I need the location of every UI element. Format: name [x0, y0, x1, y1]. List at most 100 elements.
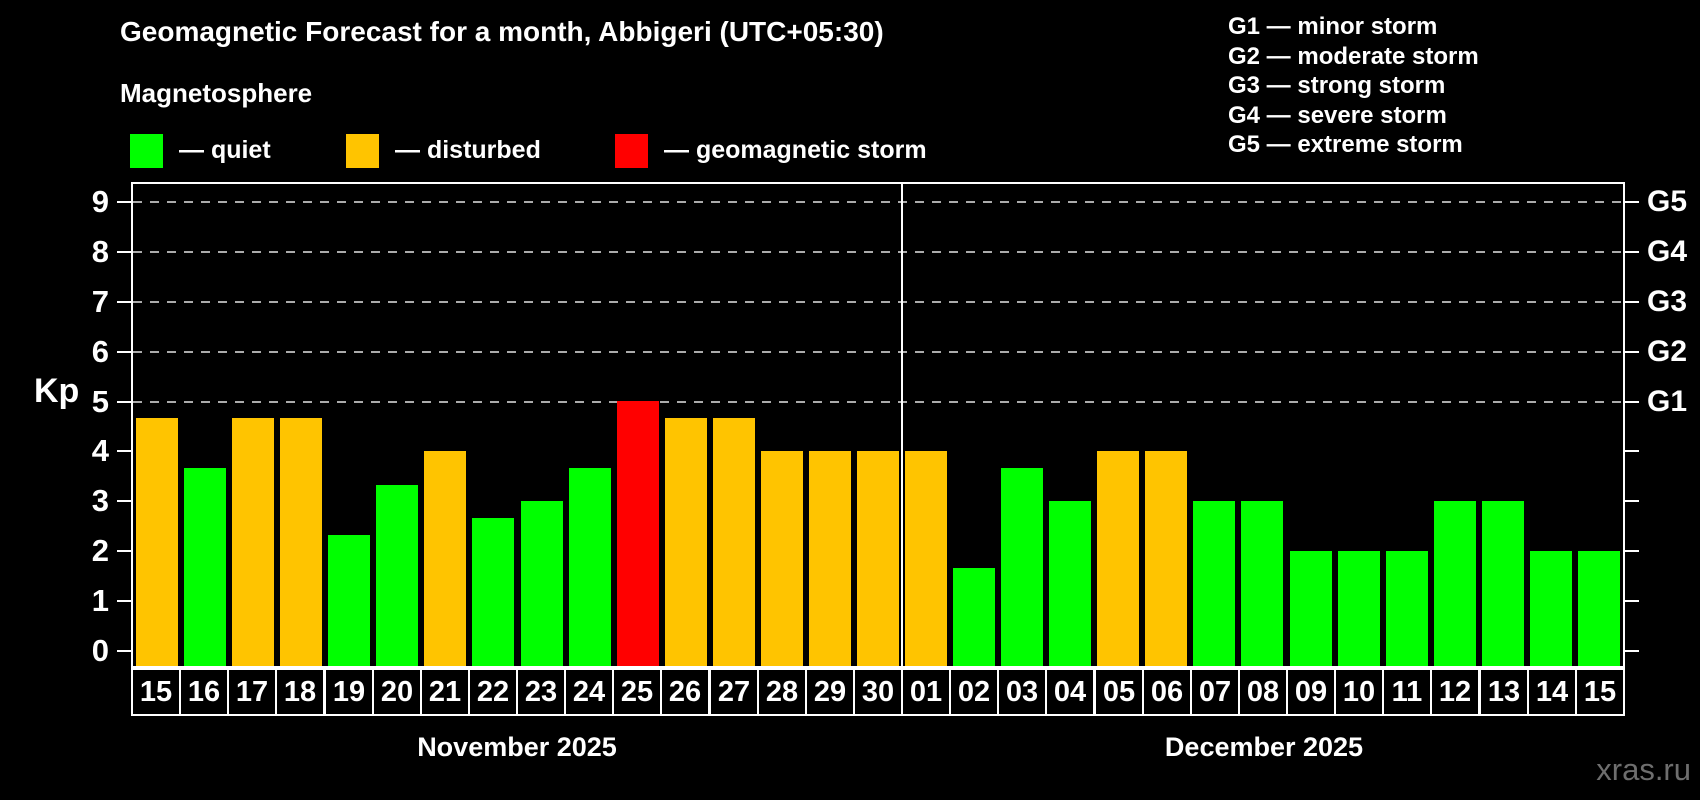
kp-bar-dec-14 [1530, 551, 1572, 666]
month-divider [901, 184, 903, 666]
legend-swatch-storm [615, 134, 648, 168]
g-axis-label-G5: G5 [1647, 184, 1688, 218]
kp-bar-dec-15 [1578, 551, 1620, 666]
y-tick-right-6 [1625, 350, 1639, 353]
y-tick-left-9 [117, 200, 131, 203]
month-label-november: November 2025 [417, 732, 617, 762]
day-label-nov-29: 29 [805, 668, 855, 716]
day-label-nov-22: 22 [468, 668, 518, 716]
legend-label-disturbed: — disturbed [395, 136, 541, 164]
legend-label-storm: — geomagnetic storm [664, 136, 927, 164]
kp-bar-nov-19 [328, 535, 370, 666]
g-scale-legend: G1 — minor storm G2 — moderate storm G3 — … [1228, 12, 1479, 160]
kp-bar-dec-04 [1049, 501, 1091, 666]
gridline-kp5 [133, 400, 1623, 403]
day-label-nov-19: 19 [324, 668, 374, 716]
y-tick-right-0 [1625, 650, 1639, 652]
y-tick-label-8: 8 [91, 233, 109, 269]
y-tick-right-2 [1625, 550, 1639, 553]
kp-bar-nov-20 [376, 485, 418, 666]
day-label-dec-01: 01 [901, 668, 951, 716]
g-axis-label-G3: G3 [1647, 284, 1688, 318]
subtitle: Magnetosphere [120, 78, 313, 108]
kp-bar-nov-27 [713, 418, 755, 666]
y-tick-label-9: 9 [91, 183, 109, 219]
kp-bar-dec-02 [953, 568, 995, 666]
plot-inner [133, 184, 1623, 666]
day-label-nov-30: 30 [853, 668, 903, 716]
y-tick-right-7 [1625, 300, 1639, 303]
kp-bar-dec-12 [1434, 501, 1476, 666]
kp-bar-nov-16 [184, 468, 226, 666]
kp-bar-dec-08 [1241, 501, 1283, 666]
kp-bar-nov-23 [521, 501, 563, 666]
y-tick-left-8 [117, 250, 131, 253]
kp-bar-dec-09 [1290, 551, 1332, 666]
kp-bar-nov-30 [857, 451, 899, 666]
day-label-dec-06: 06 [1142, 668, 1192, 716]
y-axis-title: Kp [34, 372, 80, 410]
y-tick-left-5 [117, 400, 131, 403]
kp-bar-dec-06 [1145, 451, 1187, 666]
y-tick-left-3 [117, 500, 131, 503]
day-label-nov-26: 26 [660, 668, 710, 716]
day-label-dec-12: 12 [1430, 668, 1480, 716]
kp-bar-dec-13 [1482, 501, 1524, 666]
page-title: Geomagnetic Forecast for a month, Abbige… [120, 16, 884, 47]
y-tick-label-5: 5 [91, 383, 109, 419]
y-tick-left-4 [117, 450, 131, 453]
gridline-kp8 [133, 250, 1623, 253]
day-label-nov-20: 20 [372, 668, 422, 716]
watermark: xras.ru [1596, 752, 1691, 787]
month-label-december: December 2025 [1164, 732, 1364, 762]
kp-bar-nov-28 [761, 451, 803, 666]
day-label-nov-15: 15 [131, 668, 181, 716]
day-label-nov-23: 23 [516, 668, 566, 716]
y-tick-left-2 [117, 550, 131, 553]
y-tick-label-3: 3 [91, 483, 109, 519]
y-tick-left-7 [117, 300, 131, 303]
g-legend-line: G3 — strong storm [1228, 72, 1446, 99]
kp-bar-nov-15 [136, 418, 178, 666]
g-legend-line: G4 — severe storm [1228, 101, 1447, 129]
kp-bar-nov-21 [424, 451, 466, 666]
y-tick-label-0: 0 [91, 633, 109, 668]
y-tick-right-5 [1625, 400, 1639, 403]
day-label-nov-17: 17 [227, 668, 277, 716]
kp-bar-nov-22 [472, 518, 514, 666]
y-tick-left-1 [117, 600, 131, 603]
day-label-nov-27: 27 [709, 668, 759, 716]
legend-swatch-quiet [130, 134, 163, 168]
kp-bar-dec-05 [1097, 451, 1139, 666]
day-label-dec-10: 10 [1334, 668, 1384, 716]
y-tick-label-1: 1 [91, 583, 109, 619]
day-label-dec-11: 11 [1382, 668, 1432, 716]
kp-bar-nov-18 [280, 418, 322, 666]
plot-area [131, 182, 1625, 668]
day-label-dec-02: 02 [949, 668, 999, 716]
y-tick-right-4 [1625, 450, 1639, 453]
y-tick-right-3 [1625, 500, 1639, 503]
day-label-nov-24: 24 [564, 668, 614, 716]
kp-bar-dec-10 [1338, 551, 1380, 666]
legend-label-quiet: — quiet [179, 136, 271, 164]
day-label-nov-21: 21 [420, 668, 470, 716]
y-tick-label-6: 6 [91, 333, 109, 369]
gridline-kp7 [133, 300, 1623, 303]
y-tick-label-4: 4 [91, 433, 109, 469]
day-label-dec-14: 14 [1527, 668, 1577, 716]
kp-bar-nov-26 [665, 418, 707, 666]
day-label-nov-16: 16 [179, 668, 229, 716]
y-tick-right-1 [1625, 600, 1639, 603]
g-legend-line: G2 — moderate storm [1228, 42, 1479, 70]
g-legend-line: G5 — extreme storm [1228, 131, 1463, 158]
y-tick-right-9 [1625, 200, 1639, 203]
day-label-dec-04: 04 [1045, 668, 1095, 716]
y-tick-left-6 [117, 350, 131, 353]
y-tick-label-7: 7 [91, 283, 109, 319]
g-legend-line: G1 — minor storm [1228, 13, 1438, 40]
kp-bar-nov-17 [232, 418, 274, 666]
y-tick-right-8 [1625, 250, 1639, 253]
kp-bar-dec-01 [905, 451, 947, 666]
